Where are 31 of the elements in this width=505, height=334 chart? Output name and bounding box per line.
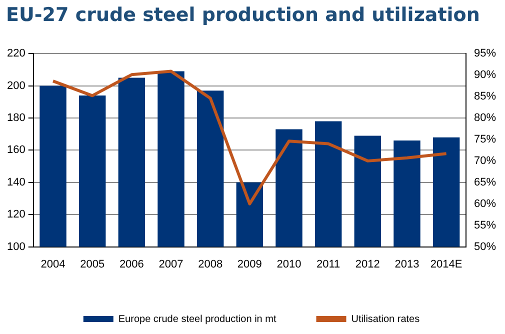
- x-tick-label: 2006: [119, 258, 144, 270]
- y2-tick-label: 80%: [474, 112, 496, 124]
- y-tick-label: 180: [6, 112, 26, 124]
- y2-tick-label: 70%: [474, 154, 496, 167]
- y2-tick-label: 60%: [474, 198, 496, 210]
- x-tick-label: 2008: [198, 258, 223, 270]
- y2-tick-label: 95%: [474, 48, 496, 60]
- legend-label: Europe crude steel production in mt: [118, 314, 276, 325]
- x-tick-label: 2009: [237, 258, 262, 270]
- x-tick-label: 2007: [158, 258, 184, 270]
- x-tick-label: 2004: [40, 258, 66, 270]
- y2-tick-label: 75%: [474, 134, 496, 146]
- y2-tick-label: 65%: [474, 176, 496, 188]
- legend-label: Utilisation rates: [351, 314, 420, 325]
- x-tick-label: 2005: [80, 258, 105, 270]
- x-tick-label: 2013: [394, 258, 420, 270]
- x-tick-label: 2011: [316, 258, 340, 270]
- y-tick-label: 200: [6, 80, 26, 92]
- y-tick-label: 220: [6, 48, 26, 60]
- chart-title: EU-27 crude steel production and utilization: [6, 4, 480, 26]
- y-tick-label: 120: [6, 208, 26, 221]
- y-tick-label: 160: [6, 144, 26, 156]
- y2-tick-label: 55%: [474, 219, 496, 232]
- y2-tick-label: 50%: [474, 240, 496, 253]
- x-tick-label: 2012: [355, 258, 380, 270]
- y-tick-label: 140: [6, 176, 26, 188]
- y2-tick-label: 90%: [474, 69, 496, 82]
- x-tick-label: 2010: [276, 258, 302, 270]
- y-tick-label: 100: [6, 240, 26, 253]
- x-tick-label: 2014E: [430, 258, 462, 270]
- y2-tick-label: 85%: [474, 90, 496, 103]
